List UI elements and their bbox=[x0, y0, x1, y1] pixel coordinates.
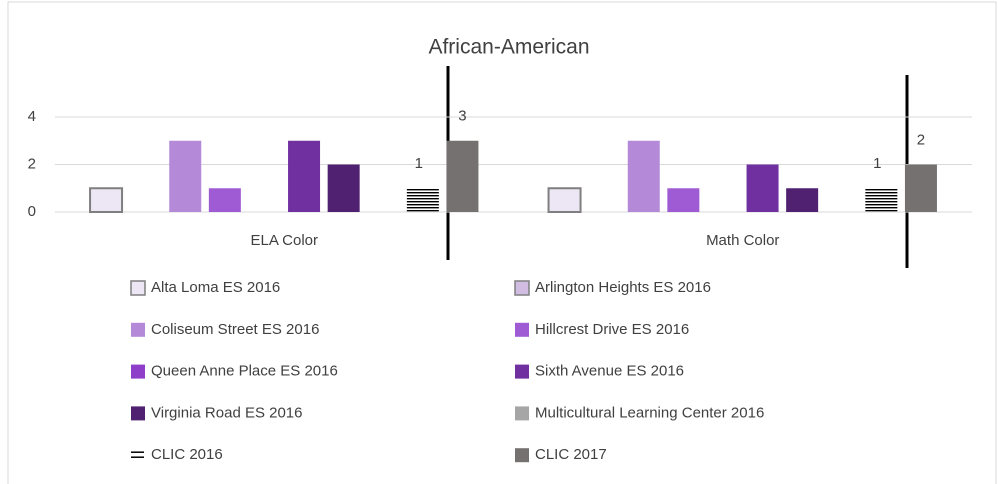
data-label: 3 bbox=[458, 108, 466, 125]
legend-swatch bbox=[515, 322, 529, 337]
bar bbox=[327, 164, 360, 212]
bar bbox=[904, 164, 937, 212]
legend-label: Alta Loma ES 2016 bbox=[151, 279, 280, 296]
bar bbox=[208, 188, 241, 212]
legend-swatch bbox=[131, 364, 145, 379]
legend-label: CLIC 2016 bbox=[151, 446, 223, 463]
bar bbox=[89, 187, 124, 213]
y-tick-label: 0 bbox=[28, 203, 36, 220]
bar bbox=[547, 187, 582, 213]
legend-label: CLIC 2017 bbox=[535, 446, 607, 463]
legend-label: Arlington Heights ES 2016 bbox=[535, 279, 711, 296]
legend-label: Sixth Avenue ES 2016 bbox=[535, 363, 684, 380]
y-tick-label: 2 bbox=[28, 155, 36, 172]
legend-label: Queen Anne Place ES 2016 bbox=[151, 363, 338, 380]
bar bbox=[288, 140, 321, 212]
legend-label: Hillcrest Drive ES 2016 bbox=[535, 321, 689, 338]
legend-swatch bbox=[515, 406, 529, 421]
bar bbox=[746, 164, 779, 212]
bar bbox=[446, 140, 479, 212]
bar bbox=[169, 140, 202, 212]
bar bbox=[627, 140, 660, 212]
data-label: 2 bbox=[917, 131, 925, 148]
legend-swatch bbox=[131, 322, 145, 337]
bar bbox=[865, 188, 898, 212]
bar bbox=[406, 188, 439, 212]
legend-label: Virginia Road ES 2016 bbox=[151, 404, 303, 421]
data-label: 1 bbox=[873, 155, 881, 172]
x-tick-label: ELA Color bbox=[250, 232, 318, 249]
data-label: 1 bbox=[415, 155, 423, 172]
legend-swatch bbox=[514, 280, 530, 296]
legend-swatch bbox=[131, 406, 145, 421]
bar bbox=[786, 188, 819, 212]
chart-title: African-American bbox=[428, 36, 589, 59]
frame bbox=[7, 1, 997, 484]
bar bbox=[667, 188, 700, 212]
legend-label: Multicultural Learning Center 2016 bbox=[535, 404, 764, 421]
y-tick-label: 4 bbox=[28, 108, 36, 125]
legend-swatch bbox=[515, 448, 529, 463]
legend-swatch bbox=[515, 364, 529, 379]
legend-label: Coliseum Street ES 2016 bbox=[151, 321, 319, 338]
x-tick-label: Math Color bbox=[706, 232, 779, 249]
legend-swatch bbox=[130, 280, 146, 296]
